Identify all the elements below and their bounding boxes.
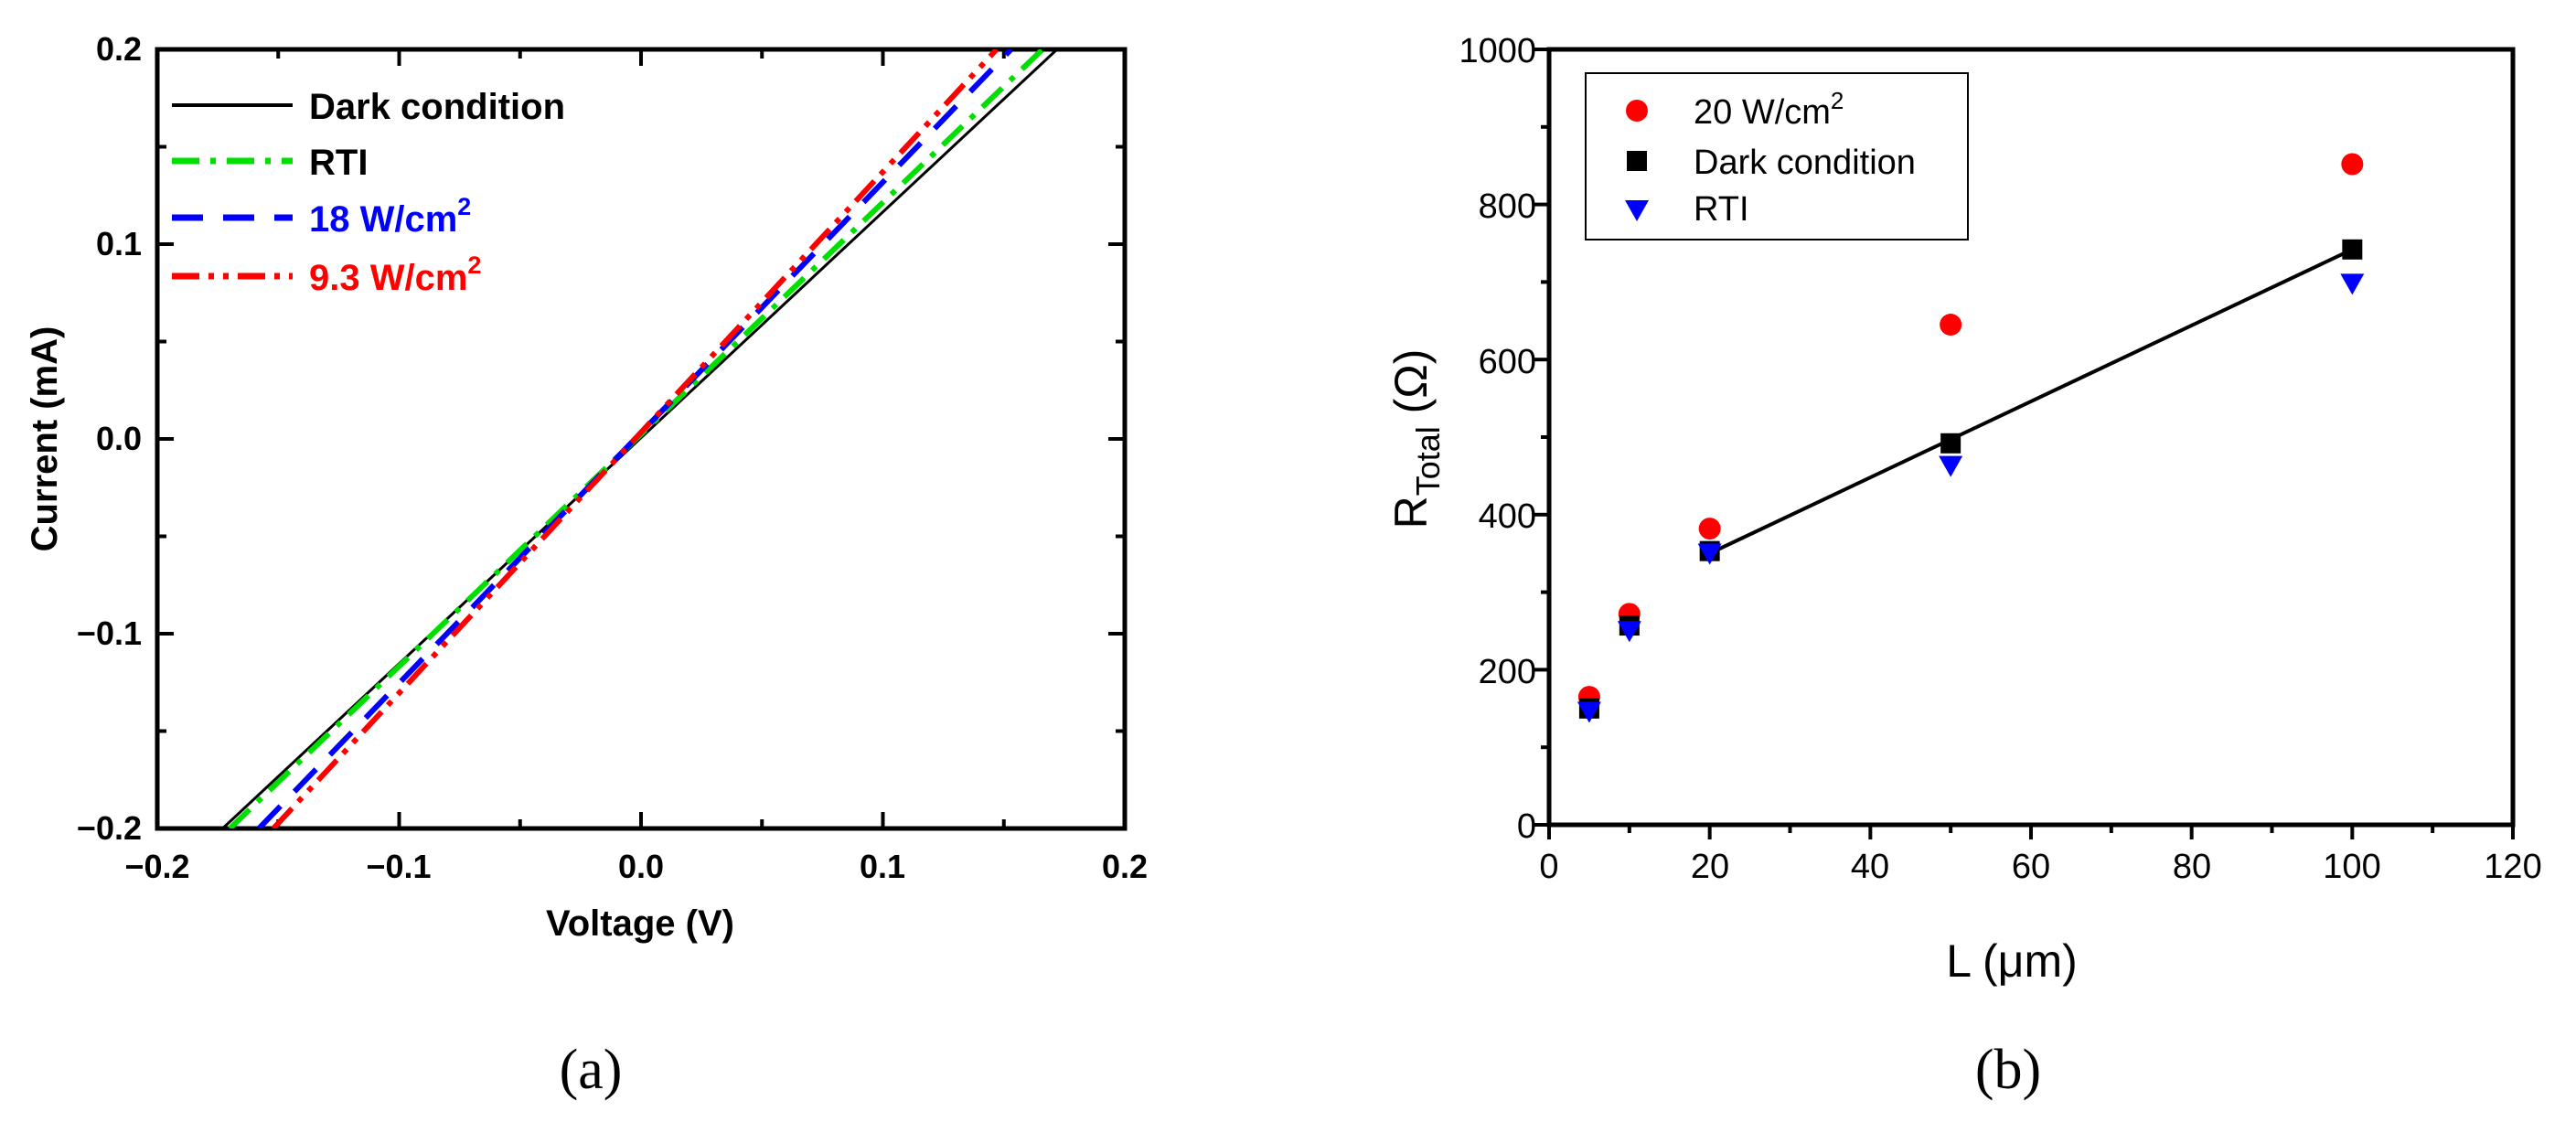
chart-b-ytick-label: 800	[1479, 187, 1536, 226]
chart-b-ytick-label: 200	[1479, 653, 1536, 691]
chart-b-y-axis-label: RTotal (Ω)	[1385, 349, 1447, 529]
legend-label-dark-b: Dark condition	[1694, 144, 1916, 182]
chart-a-ytick-label: 0.0	[96, 420, 142, 457]
chart-a-xtick-label: 0.2	[1102, 848, 1148, 885]
point-20w	[1940, 314, 1962, 337]
series-line-9w	[271, 49, 999, 828]
chart-b-xtick-label: 40	[1851, 848, 1889, 886]
chart-a-xtick-label: −0.2	[124, 848, 189, 885]
legend-label-9w: 9.3 W/cm2	[309, 251, 481, 298]
chart-b: 0 200 400 600 800 1000 0 20 40 60 80 100…	[1385, 32, 2542, 1101]
panel-label-a: (a)	[560, 1039, 623, 1101]
point-rti	[1939, 455, 1963, 477]
point-rti	[1697, 543, 1722, 565]
chart-a-ytick-label: 0.1	[96, 225, 142, 262]
linear-fit-line	[1708, 247, 2354, 556]
chart-a-series-lines	[221, 49, 1058, 828]
chart-a-ytick-label: 0.2	[96, 30, 142, 68]
chart-b-legend-box	[1585, 72, 1969, 240]
point-rti	[2340, 273, 2365, 295]
chart-b-xtick-label: 0	[1539, 848, 1558, 886]
chart-b-legend: 20 W/cm2 Dark condition RTI	[1585, 72, 1969, 240]
chart-b-fit-line	[1708, 247, 2354, 556]
point-rti	[1617, 621, 1641, 643]
chart-a-legend: Dark condition RTI 18 W/cm2 9.3 W/cm2	[172, 87, 565, 298]
panel-label-b: (b)	[1975, 1039, 2041, 1101]
chart-a-y-axis-label: Current (mA)	[25, 326, 65, 552]
point-20w	[2341, 153, 2364, 176]
chart-b-xtick-label: 20	[1691, 848, 1729, 886]
chart-a-ticks	[155, 48, 1127, 830]
chart-b-ytick-label: 1000	[1459, 32, 1536, 70]
chart-a-x-axis-label: Voltage (V)	[546, 903, 734, 944]
chart-b-xtick-label: 80	[2173, 848, 2211, 886]
chart-a-ytick-label: −0.2	[77, 809, 142, 847]
legend-marker-rti	[1625, 200, 1649, 221]
legend-label-rti-b: RTI	[1694, 190, 1749, 229]
legend-label-dark: Dark condition	[309, 87, 565, 127]
point-dark	[1940, 433, 1961, 454]
legend-marker-dark	[1627, 151, 1647, 171]
chart-b-points	[1577, 153, 2365, 723]
chart-a-xtick-label: 0.0	[618, 848, 664, 885]
chart-b-ytick-label: 600	[1479, 343, 1536, 381]
legend-label-20w: 20 W/cm2	[1694, 87, 1844, 132]
legend-label-rti: RTI	[309, 143, 368, 183]
chart-a-xtick-label: 0.1	[860, 848, 905, 885]
chart-a-ytick-label: −0.1	[77, 614, 142, 652]
point-20w	[1698, 518, 1721, 540]
chart-b-xtick-label: 100	[2323, 848, 2380, 886]
point-rti	[1577, 701, 1601, 723]
chart-b-ytick-label: 400	[1479, 497, 1536, 536]
chart-a: 0.2 0.1 0.0 −0.1 −0.2 −0.2 −0.1 0.0 0.1 …	[25, 30, 1148, 1101]
point-dark	[2342, 239, 2363, 260]
chart-a-xtick-label: −0.1	[366, 848, 431, 885]
chart-b-ticks	[1534, 48, 2515, 839]
chart-b-ytick-label: 0	[1517, 807, 1536, 846]
chart-b-xtick-label: 60	[2012, 848, 2050, 886]
chart-b-xtick-label: 120	[2484, 848, 2541, 886]
legend-marker-20w	[1626, 100, 1648, 122]
chart-b-x-axis-label: L (μm)	[1946, 935, 2078, 987]
legend-label-18w: 18 W/cm2	[309, 193, 471, 240]
